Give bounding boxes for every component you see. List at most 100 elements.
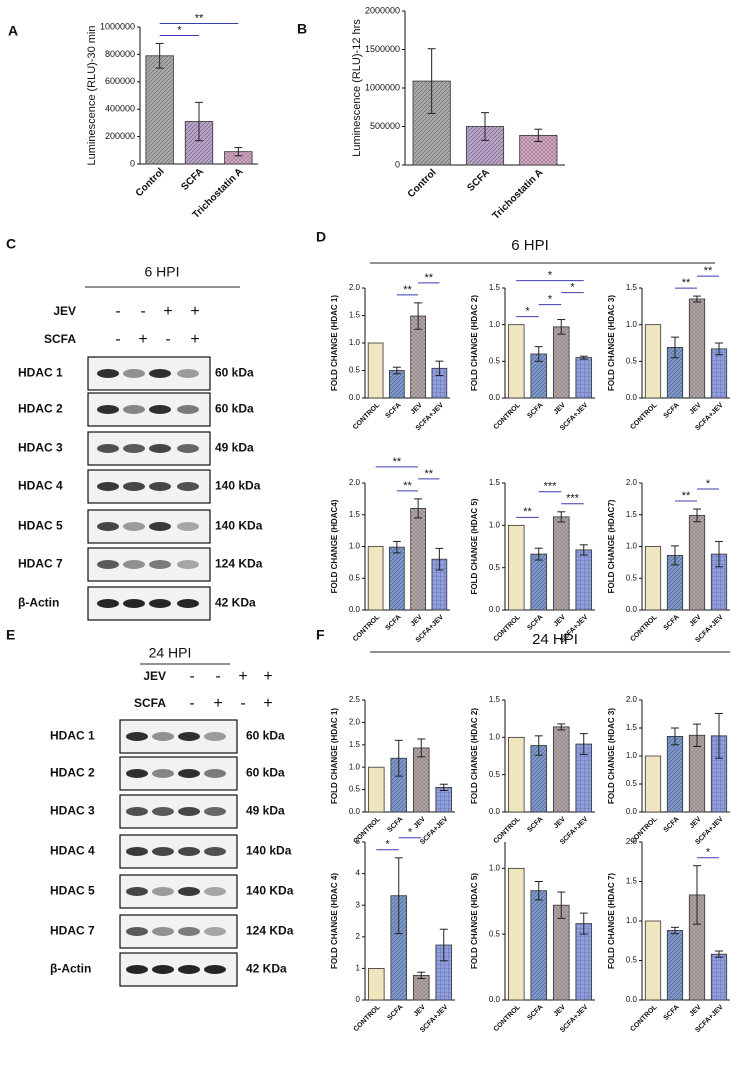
bar-hatch: [410, 316, 426, 398]
y-axis-label: FOLD CHANGE (HDAC 4): [330, 873, 339, 969]
y-tick-label: 1: [356, 964, 361, 973]
blot-band: [204, 769, 226, 778]
treatment-label: SCFA: [134, 696, 166, 710]
blot-band: [149, 522, 171, 531]
bar-hatch: [413, 747, 430, 812]
blot-band: [126, 927, 148, 936]
x-tick-label: Control: [406, 167, 439, 200]
bar-hatch: [530, 354, 547, 398]
x-tick-label: JEV: [553, 1004, 568, 1019]
bar: [644, 546, 662, 611]
blot-band: [126, 847, 148, 856]
y-tick-label: 0.5: [489, 929, 501, 938]
blot-band: [123, 599, 145, 608]
y-axis-label: FOLD CHANGE (HDAC7): [607, 499, 616, 593]
treatment-sign: -: [215, 668, 220, 685]
significance-label: *: [177, 24, 182, 36]
treatment-sign: +: [138, 331, 147, 348]
y-tick-label: 1.5: [626, 510, 638, 519]
y-tick-label: 2000000: [365, 5, 400, 15]
y-tick-label: 0.5: [489, 563, 501, 572]
y-tick-label: 0.0: [349, 605, 361, 614]
blot-band: [178, 807, 200, 816]
bar: [367, 546, 384, 611]
x-tick-label: SCFA: [179, 166, 206, 193]
bar: [644, 324, 662, 399]
significance-label: *: [408, 827, 413, 839]
size-label: 49 kDa: [215, 441, 254, 455]
bar-hatch: [575, 357, 592, 398]
panel-letter: D: [316, 229, 326, 245]
y-tick-label: 3: [356, 900, 361, 909]
x-tick-label: SCFA: [526, 816, 544, 834]
x-tick-label: CONTROL: [493, 815, 523, 845]
blot-band: [149, 599, 171, 608]
y-tick-label: 0.0: [626, 807, 638, 816]
bar-hatch: [390, 895, 407, 1000]
blot-band: [204, 732, 226, 741]
blot-band: [149, 405, 171, 414]
significance-label: *: [706, 847, 711, 859]
blot-band: [152, 887, 174, 896]
panel-letter: F: [316, 627, 325, 643]
blot-band: [152, 769, 174, 778]
size-label: 49 kDa: [246, 804, 285, 818]
size-label: 60 kDa: [215, 402, 254, 416]
blot-band: [149, 444, 171, 453]
bar-hatch: [389, 547, 405, 610]
bar-hatch: [689, 894, 705, 1000]
significance-label: *: [525, 306, 530, 318]
x-tick-label: Trichostatin A: [491, 167, 546, 222]
significance-label: **: [682, 490, 691, 502]
bar: [644, 920, 662, 1001]
x-tick-label: JEV: [553, 816, 568, 831]
treatment-sign: +: [163, 303, 172, 320]
significance-label: *: [548, 270, 553, 282]
y-tick-label: 1.5: [626, 877, 638, 886]
blot-band: [97, 599, 119, 608]
size-label: 42 KDa: [246, 962, 287, 976]
blot-band: [177, 405, 199, 414]
y-tick-label: 1.0: [489, 732, 501, 741]
bar-hatch: [530, 745, 547, 812]
bar-hatch: [575, 923, 592, 1000]
y-tick-label: 0.5: [489, 770, 501, 779]
bar-hatch: [689, 515, 705, 610]
x-tick-label: SCFA: [384, 402, 402, 420]
group-title: 6 HPI: [511, 237, 549, 254]
bar-hatch: [575, 549, 592, 610]
x-tick-label: Control: [134, 166, 167, 199]
blot-band: [177, 599, 199, 608]
blot-band: [123, 522, 145, 531]
bar-hatch: [145, 55, 174, 164]
x-tick-label: JEV: [688, 402, 703, 417]
blot-band: [123, 369, 145, 378]
y-tick-label: 600000: [105, 76, 135, 86]
size-label: 140 KDa: [215, 519, 263, 533]
protein-label: HDAC 4: [18, 479, 63, 493]
significance-label: *: [548, 294, 553, 306]
bar-hatch: [413, 975, 430, 1000]
y-tick-label: 2.0: [626, 478, 638, 487]
y-axis-label: FOLD CHANGE (HDAC4): [330, 499, 339, 593]
treatment-sign: -: [115, 303, 120, 320]
y-axis-label: FOLD CHANGE (HDAC 2): [470, 708, 479, 804]
size-label: 42 KDa: [215, 596, 256, 610]
significance-label: **: [403, 480, 412, 492]
significance-label: **: [424, 468, 433, 480]
y-tick-label: 1.5: [349, 740, 361, 749]
y-tick-label: 200000: [105, 131, 135, 141]
blot-band: [152, 847, 174, 856]
protein-label: HDAC 7: [50, 924, 95, 938]
significance-label: **: [682, 277, 691, 289]
y-tick-label: 0.0: [349, 393, 361, 402]
size-label: 140 KDa: [246, 884, 294, 898]
blot-band: [204, 887, 226, 896]
y-tick-label: 0.5: [349, 573, 361, 582]
y-tick-label: 1.0: [626, 320, 638, 329]
x-tick-label: JEV: [553, 614, 568, 629]
treatment-sign: +: [238, 668, 247, 685]
y-tick-label: 0.5: [349, 366, 361, 375]
y-tick-label: 1.0: [349, 338, 361, 347]
protein-label: HDAC 2: [50, 766, 95, 780]
